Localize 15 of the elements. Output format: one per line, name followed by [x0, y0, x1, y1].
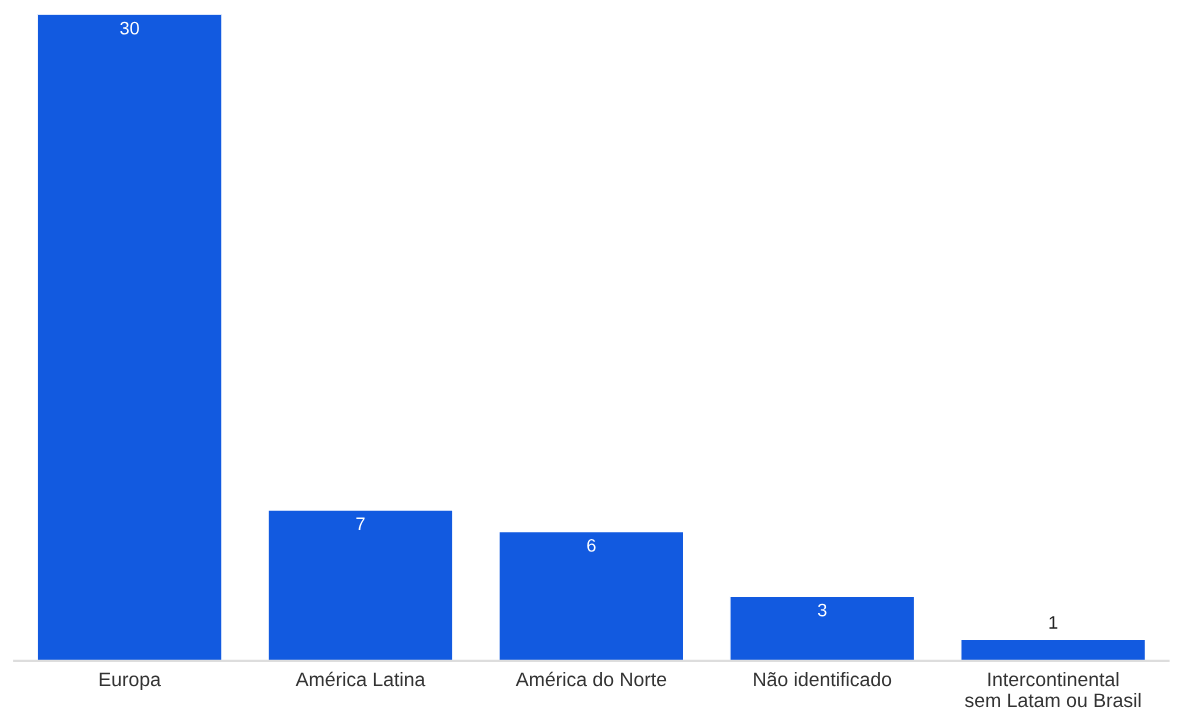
bar: [267, 509, 454, 661]
x-tick-label: América Latina: [295, 671, 426, 687]
data-label: 1: [1049, 616, 1058, 629]
x-tick-label: Não identificado: [754, 671, 892, 687]
bar: [498, 530, 685, 661]
bar: [960, 638, 1147, 661]
bar: [729, 595, 916, 661]
data-label: 7: [356, 517, 365, 531]
data-label: 3: [817, 603, 827, 617]
bar: [36, 14, 223, 661]
x-tick-label: Europa: [99, 672, 161, 691]
x-tick-label: Intercontinental sem Latam ou Brasil: [965, 671, 1141, 708]
data-label: 30: [120, 21, 139, 35]
x-tick-label: América do Norte: [515, 671, 667, 687]
data-label: 6: [587, 538, 596, 552]
